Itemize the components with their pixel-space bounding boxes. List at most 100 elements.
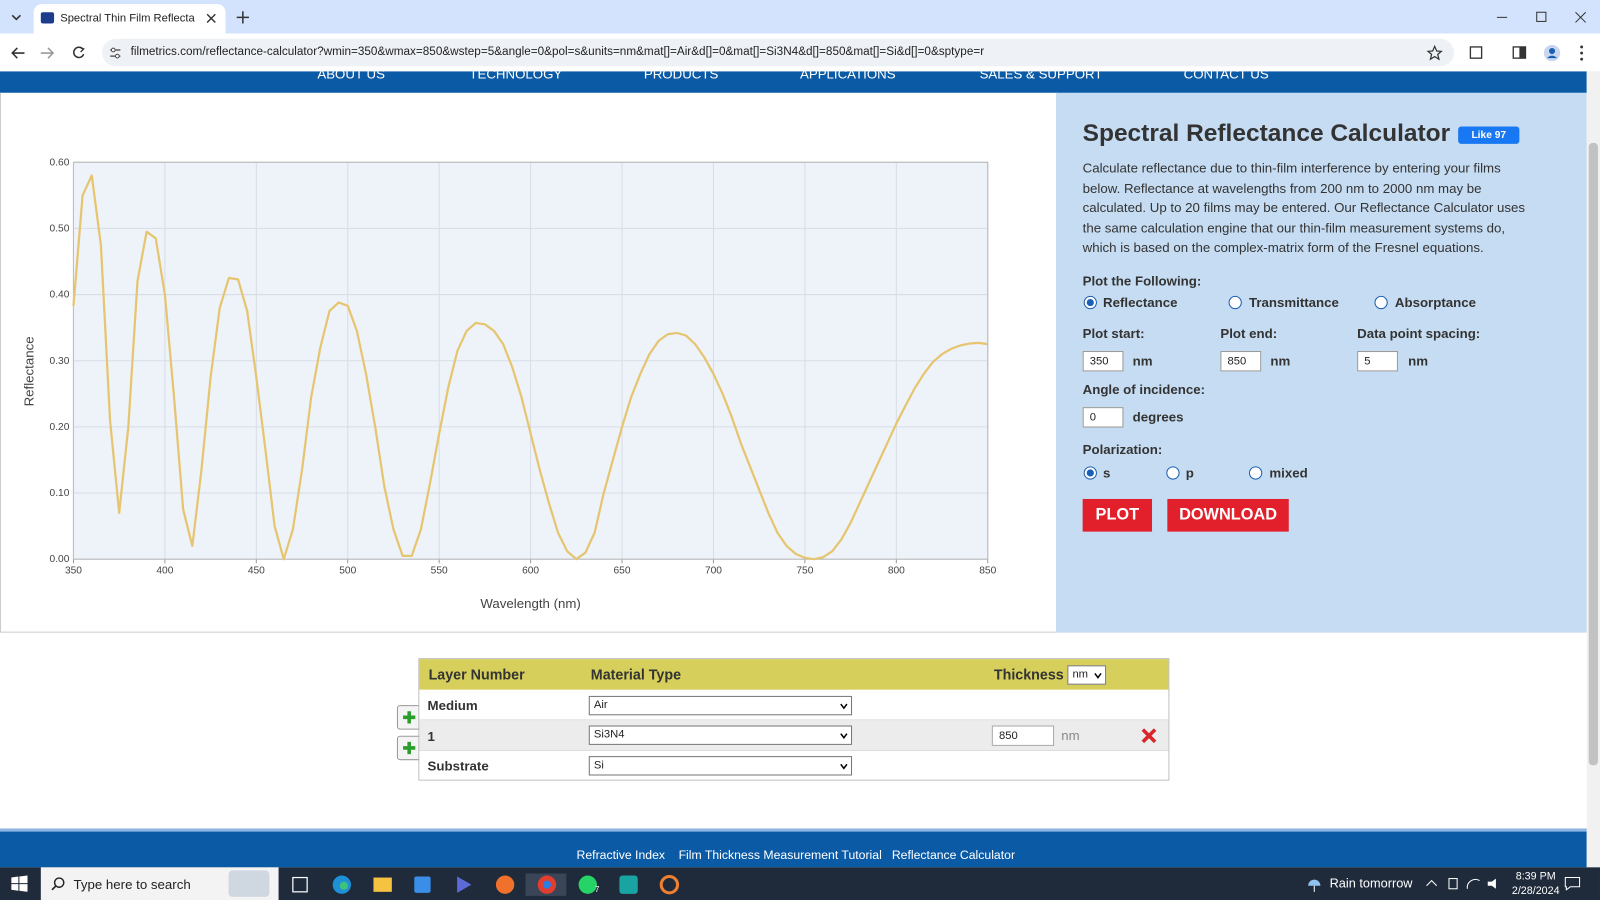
unit: nm (1408, 353, 1429, 369)
delete-layer[interactable] (1141, 728, 1157, 744)
scrollbar[interactable] (1586, 71, 1600, 868)
nav-buttons[interactable] (8, 44, 90, 62)
radio-button[interactable] (1166, 466, 1180, 480)
window-controls[interactable] (1492, 8, 1594, 26)
angle-input[interactable]: 0 (1082, 407, 1124, 428)
nav-link[interactable]: CONTACT US (1183, 71, 1269, 82)
search-box[interactable]: Type here to search (40, 867, 279, 900)
material-select[interactable]: Air (588, 695, 853, 716)
unit: nm (1270, 353, 1291, 369)
footer-link[interactable]: Film Thickness Measurement Tutorial (678, 847, 882, 863)
table-header: Layer Number Material Type Thickness nm (419, 659, 1169, 690)
toolbar: filmetrics.com/reflectance-calculator?wm… (0, 33, 1600, 73)
plot-button[interactable]: PLOT (1082, 498, 1153, 532)
nav-link[interactable]: APPLICATIONS (799, 71, 896, 82)
field-label: Polarization: (1082, 441, 1163, 458)
field-label: Plot end: (1220, 325, 1278, 341)
new-tab[interactable] (235, 9, 251, 25)
taskbar-apps[interactable] (289, 873, 697, 896)
y-tick-label: 0.30 (50, 356, 70, 367)
search-placeholder: Type here to search (73, 876, 191, 892)
like-button[interactable]: Like 97 (1458, 126, 1520, 144)
footer-link[interactable]: Refractive Index (576, 847, 666, 863)
calculator-title: Spectral Reflectance Calculator (1082, 119, 1451, 147)
radio-label: p (1185, 465, 1194, 481)
x-tick-label: 700 (705, 565, 722, 576)
select-value: Si (593, 759, 604, 772)
search-highlight (228, 870, 270, 897)
bookmark-star[interactable] (1426, 44, 1443, 61)
taskbar: Type here to search 7 Rain tomorrow 8:39… (0, 867, 1600, 900)
url: filmetrics.com/reflectance-calculator?wm… (130, 45, 985, 59)
radio-button[interactable] (1083, 295, 1097, 310)
browser-actions[interactable] (1467, 43, 1595, 63)
nav-link[interactable]: ABOUT US (317, 71, 385, 82)
radio-button[interactable] (1374, 295, 1388, 310)
tab-title: Spectral Thin Film Reflectance C (60, 12, 195, 25)
header-cell: Material Type (590, 666, 682, 683)
field-label: Angle of incidence: (1082, 381, 1205, 397)
field-label: Plot start: (1082, 325, 1145, 341)
notifications[interactable] (1564, 877, 1581, 891)
radio-label: Reflectance (1103, 294, 1178, 311)
system-tray[interactable] (1424, 877, 1504, 891)
notification-badge: 7 (594, 884, 600, 894)
material-select[interactable]: Si3N4 (588, 725, 853, 745)
nav-link[interactable]: SALES & SUPPORT (979, 71, 1103, 82)
y-tick-label: 0.10 (50, 488, 70, 499)
plot-end-input[interactable]: 850 (1220, 351, 1262, 372)
radio-button[interactable] (1248, 466, 1263, 480)
start-button[interactable] (11, 875, 28, 892)
nav-link[interactable]: PRODUCTS (643, 71, 719, 82)
chart: Wavelength (nm) Reflectance 0.00 0.10 0.20… (22, 157, 997, 611)
tab[interactable]: Spectral Thin Film Reflectance C (33, 4, 226, 34)
x-tick-label: 450 (248, 565, 265, 576)
material-select[interactable]: Si (588, 756, 853, 776)
x-tick-label: 850 (979, 565, 996, 576)
table-row: Medium Air (419, 689, 1169, 721)
select-value: nm (1072, 668, 1089, 681)
clock-time: 8:39 PM (1515, 870, 1556, 883)
header-cell: Layer Number (428, 666, 525, 683)
y-tick-label: 0.40 (50, 290, 70, 301)
address-bar[interactable]: filmetrics.com/reflectance-calculator?wm… (102, 38, 1455, 67)
x-tick-label: 600 (522, 565, 539, 576)
radio-button[interactable] (1228, 295, 1242, 310)
layer-table: Layer Number Material Type Thickness nm … (418, 658, 1170, 781)
tab-close[interactable] (205, 12, 217, 24)
favicon (40, 12, 55, 24)
thickness-input[interactable]: 850 (991, 725, 1055, 746)
unit: nm (1061, 727, 1080, 743)
description: Calculate reflectance due to thin-film i… (1082, 160, 1526, 256)
spacing-input[interactable]: 5 (1357, 351, 1398, 372)
tab-list-button[interactable] (8, 9, 24, 25)
unit-select[interactable]: nm (1067, 665, 1107, 685)
y-axis-label: Reflectance (22, 336, 37, 406)
y-tick-label: 0.20 (50, 422, 70, 433)
download-button[interactable]: DOWNLOAD (1167, 498, 1289, 532)
table-row: 1 Si3N4 850 nm (419, 720, 1169, 752)
table-row: Substrate Si (419, 751, 1169, 780)
x-tick-label: 650 (614, 565, 631, 576)
x-tick-label: 550 (431, 565, 448, 576)
y-tick-label: 0.60 (50, 157, 70, 168)
weather[interactable]: Rain tomorrow (1329, 876, 1413, 891)
tab-bar: Spectral Thin Film Reflectance C (0, 0, 1600, 34)
add-layer-button[interactable] (396, 735, 422, 761)
footer: Refractive Index Film Thickness Measurem… (0, 828, 1587, 868)
clock-date: 2/28/2024 (1511, 884, 1560, 897)
layer-name: Medium (427, 697, 478, 714)
radio-button[interactable] (1083, 466, 1097, 480)
scroll-thumb[interactable] (1588, 142, 1598, 766)
radio-label: s (1103, 465, 1111, 481)
radio-label: Transmittance (1248, 294, 1339, 311)
header-cell: Thickness (993, 666, 1064, 683)
site-nav: ABOUT US TECHNOLOGY PRODUCTS APPLICATION… (0, 71, 1587, 93)
plot-start-input[interactable]: 350 (1082, 351, 1124, 372)
nav-link[interactable]: TECHNOLOGY (469, 71, 563, 82)
layer-name: 1 (427, 728, 435, 744)
site-info[interactable] (109, 47, 121, 59)
footer-link[interactable]: Reflectance Calculator (891, 847, 1016, 863)
